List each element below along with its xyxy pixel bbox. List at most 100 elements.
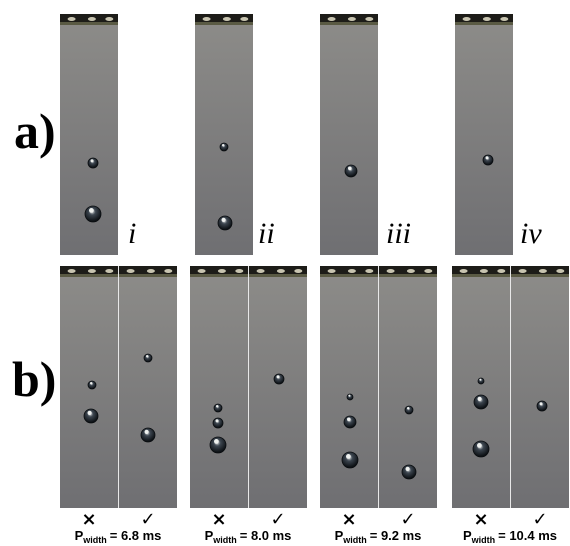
droplet-highlight xyxy=(406,467,410,471)
pulse-symbol: P xyxy=(463,528,472,543)
droplet-highlight xyxy=(346,454,351,459)
frame-label: iii xyxy=(386,217,411,250)
nozzle-edge xyxy=(60,22,118,25)
frame-background xyxy=(190,266,248,508)
droplet xyxy=(345,165,357,177)
droplet-highlight xyxy=(145,430,149,434)
photo-frame xyxy=(452,266,510,508)
droplet xyxy=(220,143,228,151)
nozzle-edge xyxy=(379,274,437,277)
nozzle-glint xyxy=(277,269,285,273)
nozzle-glint xyxy=(198,269,206,273)
droplet xyxy=(141,428,155,442)
droplet-highlight xyxy=(348,167,352,171)
nozzle-edge xyxy=(190,274,248,277)
nozzle-glint xyxy=(539,269,547,273)
pulse-width: Pwidth= 8.0 ms xyxy=(205,528,292,545)
frame-background xyxy=(455,14,513,255)
nozzle-glint xyxy=(68,269,76,273)
photo-frame xyxy=(320,266,378,508)
nozzle-glint xyxy=(294,269,302,273)
nozzle-glint xyxy=(348,17,356,21)
frame-background xyxy=(320,266,378,508)
nozzle-glint xyxy=(88,17,96,21)
pulse-value: = 10.4 ms xyxy=(498,528,557,543)
nozzle-glint xyxy=(127,269,135,273)
nozzle-glint xyxy=(365,17,373,21)
droplet xyxy=(405,406,413,414)
panel-label: b) xyxy=(12,351,56,407)
nozzle-edge xyxy=(249,274,307,277)
photo-frame xyxy=(60,14,118,255)
nozzle-edge xyxy=(60,274,118,277)
fail-mark: × xyxy=(341,509,356,530)
figure: a) b) iiiiiiiv×✓Pwidth= 6.8 ms×✓Pwidth= … xyxy=(0,0,570,546)
nozzle-edge xyxy=(452,274,510,277)
droplet-highlight xyxy=(214,439,219,444)
droplet xyxy=(274,374,284,384)
pulse-subscript: width xyxy=(212,535,237,545)
nozzle-glint xyxy=(257,269,265,273)
droplet-highlight xyxy=(146,355,148,357)
fail-mark: × xyxy=(473,509,488,530)
pass-mark: ✓ xyxy=(270,509,285,530)
droplet-highlight xyxy=(478,397,482,401)
droplet xyxy=(473,441,489,457)
pulse-value: = 9.2 ms xyxy=(370,528,422,543)
frame-background xyxy=(249,266,307,508)
photo-frame xyxy=(511,266,569,508)
droplet xyxy=(474,395,488,409)
droplet xyxy=(213,418,223,428)
droplet-highlight xyxy=(540,402,543,405)
nozzle-glint xyxy=(88,269,96,273)
nozzle-glint xyxy=(203,17,211,21)
frame-background xyxy=(511,266,569,508)
droplet-highlight xyxy=(90,382,92,384)
droplet xyxy=(88,158,98,168)
droplet-highlight xyxy=(89,208,94,213)
droplet xyxy=(483,155,493,165)
droplet xyxy=(85,206,101,222)
photo-frame xyxy=(119,266,177,508)
pulse-subscript: width xyxy=(342,535,367,545)
pulse-symbol: P xyxy=(335,528,344,543)
droplet xyxy=(214,404,222,412)
pulse-width: Pwidth= 10.4 ms xyxy=(463,528,557,545)
nozzle-edge xyxy=(320,22,378,25)
nozzle-edge xyxy=(195,22,253,25)
nozzle-edge xyxy=(320,274,378,277)
nozzle-glint xyxy=(68,17,76,21)
droplet-highlight xyxy=(91,159,94,162)
pulse-subscript: width xyxy=(471,535,496,545)
nozzle-glint xyxy=(556,269,564,273)
nozzle-glint xyxy=(235,269,243,273)
pulse-value: = 8.0 ms xyxy=(240,528,292,543)
nozzle-glint xyxy=(407,269,415,273)
pass-mark: ✓ xyxy=(400,509,415,530)
droplet-highlight xyxy=(407,407,409,409)
droplet-highlight xyxy=(88,411,92,415)
nozzle-glint xyxy=(223,17,231,21)
nozzle-glint xyxy=(218,269,226,273)
nozzle-edge xyxy=(511,274,569,277)
fail-mark: × xyxy=(211,509,226,530)
photo-frame xyxy=(195,14,253,255)
nozzle-glint xyxy=(365,269,373,273)
nozzle-glint xyxy=(519,269,527,273)
nozzle-glint xyxy=(147,269,155,273)
photo-frame xyxy=(455,14,513,255)
droplet xyxy=(144,354,152,362)
nozzle-glint xyxy=(348,269,356,273)
droplet xyxy=(88,381,96,389)
photo-frame xyxy=(60,266,118,508)
nozzle-glint xyxy=(240,17,248,21)
nozzle-glint xyxy=(328,269,336,273)
droplet xyxy=(537,401,547,411)
photo-frame xyxy=(190,266,248,508)
droplet-highlight xyxy=(347,418,351,422)
photo-frame xyxy=(320,14,378,255)
nozzle-glint xyxy=(483,17,491,21)
frame-divider xyxy=(378,266,379,508)
nozzle-glint xyxy=(328,17,336,21)
nozzle-glint xyxy=(105,17,113,21)
